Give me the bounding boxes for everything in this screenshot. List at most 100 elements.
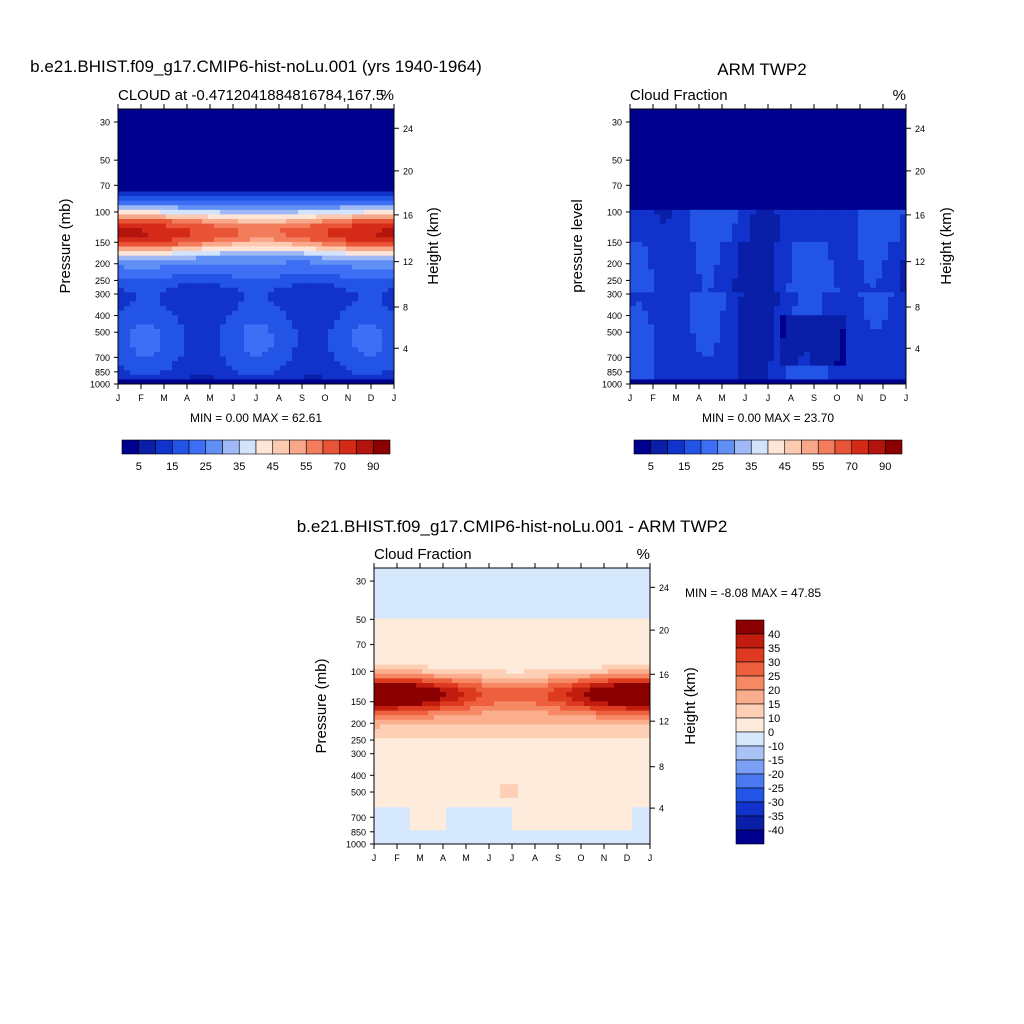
contour-cell (250, 154, 257, 161)
contour-cell (334, 182, 341, 188)
contour-cell (870, 159, 877, 165)
contour-cell (792, 200, 799, 206)
contour-cell (702, 319, 709, 326)
contour-cell (250, 168, 257, 174)
contour-cell (654, 292, 661, 298)
contour-cell (220, 260, 227, 266)
contour-cell (154, 342, 161, 348)
contour-cell (202, 232, 209, 238)
contour-cell (160, 274, 167, 280)
contour-cell (178, 214, 185, 220)
contour-cell (250, 347, 257, 353)
contour-cell (160, 347, 167, 353)
contour-cell (250, 319, 257, 326)
contour-cell (292, 351, 299, 358)
contour-cell (238, 219, 245, 225)
contour-cell (654, 136, 661, 142)
contour-cell (340, 141, 347, 147)
contour-cell (280, 301, 287, 307)
contour-cell (250, 241, 257, 248)
contour-cell (864, 209, 871, 216)
contour-cell (828, 232, 835, 238)
contour-cell (274, 374, 281, 381)
contour-cell (142, 113, 149, 119)
contour-cell (798, 283, 805, 289)
contour-cell (214, 246, 221, 252)
contour-cell (720, 269, 727, 275)
contour-cell (124, 150, 131, 156)
contour-cell (196, 237, 203, 243)
contour-cell (768, 196, 775, 202)
contour-cell (888, 278, 895, 284)
contour-cell (648, 145, 655, 151)
contour-cell (792, 232, 799, 238)
contour-cell (376, 324, 383, 330)
contour-cell (720, 310, 727, 316)
contour-cell (648, 150, 655, 156)
contour-cell (340, 255, 347, 261)
contour-cell (744, 159, 751, 165)
contour-cell (172, 154, 179, 161)
contour-cell (834, 191, 841, 197)
contour-cell (130, 109, 137, 115)
contour-cell (382, 315, 389, 321)
contour-cell (244, 342, 251, 348)
contour-cell (136, 159, 143, 165)
contour-cell (268, 278, 275, 284)
contour-cell (690, 274, 697, 280)
contour-cell (346, 150, 353, 156)
contour-cell (702, 237, 709, 243)
contour-cell (196, 306, 203, 312)
contour-cell (298, 159, 305, 165)
contour-cell (654, 315, 661, 321)
contour-cell (804, 200, 811, 206)
contour-cell (172, 168, 179, 174)
contour-cell (894, 296, 901, 303)
contour-cell (834, 292, 841, 298)
contour-cell (798, 173, 805, 179)
contour-cell (268, 209, 275, 216)
panel-3-units: % (637, 546, 650, 563)
contour-cell (322, 241, 329, 248)
contour-cell (118, 113, 125, 119)
contour-cell (256, 264, 263, 271)
contour-cell (196, 310, 203, 316)
contour-cell (846, 131, 853, 138)
contour-cell (250, 205, 257, 211)
contour-cell (328, 310, 335, 316)
contour-cell (274, 274, 281, 280)
contour-cell (286, 150, 293, 156)
contour-cell (900, 237, 906, 243)
contour-cell (660, 113, 667, 119)
contour-cell (196, 223, 203, 229)
contour-cell (720, 154, 727, 161)
contour-cell (148, 356, 155, 362)
contour-cell (166, 237, 173, 243)
contour-cell (388, 168, 394, 174)
contour-cell (858, 264, 865, 271)
contour-cell (792, 223, 799, 229)
contour-cell (286, 347, 293, 353)
contour-cell (738, 141, 745, 147)
contour-cell (726, 173, 733, 179)
contour-cell (292, 127, 299, 133)
contour-cell (310, 205, 317, 211)
contour-cell (292, 205, 299, 211)
contour-cell (316, 278, 323, 284)
contour-cell (762, 315, 769, 321)
contour-cell (786, 310, 793, 316)
contour-cell (274, 150, 281, 156)
contour-cell (684, 159, 691, 165)
contour-cell (130, 315, 137, 321)
contour-cell (792, 278, 799, 284)
contour-cell (298, 342, 305, 348)
contour-cell (642, 237, 649, 243)
contour-cell (702, 283, 709, 289)
contour-cell (130, 241, 137, 248)
contour-cell (840, 232, 847, 238)
contour-cell (756, 122, 763, 128)
contour-cell (804, 301, 811, 307)
contour-cell (178, 315, 185, 321)
contour-cell (894, 196, 901, 202)
contour-cell (822, 141, 829, 147)
